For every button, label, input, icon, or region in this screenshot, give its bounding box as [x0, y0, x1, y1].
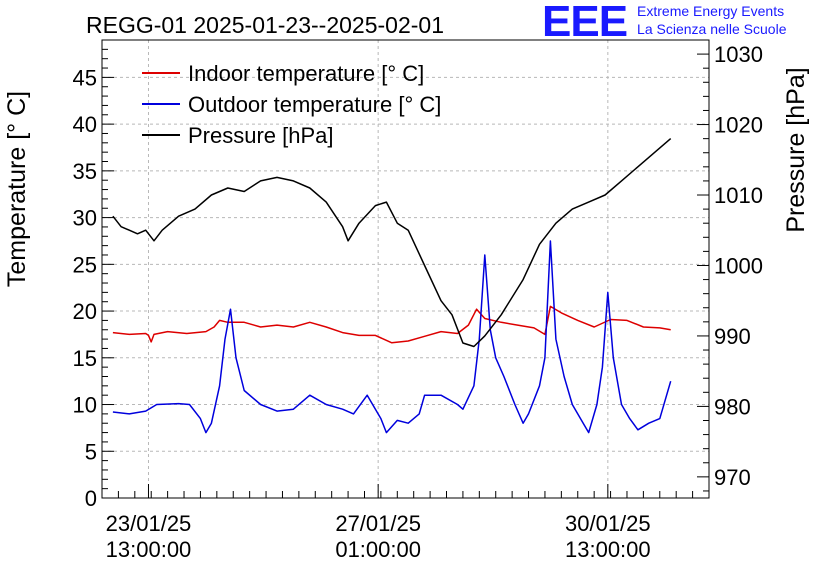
- branding-line-1: Extreme Energy Events: [637, 3, 785, 19]
- y-axis-label: Temperature [° C]: [3, 91, 31, 287]
- branding-text: Extreme Energy Events La Scienza nelle S…: [637, 2, 786, 38]
- y-tick-label: 40: [73, 112, 97, 137]
- x-tick-label-time: 13:00:00: [565, 537, 651, 562]
- legend-label-1: Indoor temperature [° C]: [188, 61, 424, 86]
- y2-tick-label: 970: [714, 465, 751, 490]
- y-tick-label: 25: [73, 252, 97, 277]
- x-tick-label-time: 01:00:00: [335, 537, 421, 562]
- y-tick-label: 10: [73, 393, 97, 418]
- legend-label-3: Pressure [hPa]: [188, 123, 334, 148]
- x-tick-label-date: 30/01/25: [565, 511, 651, 536]
- series-line-1: [112, 305, 671, 344]
- x-tick-label-date: 27/01/25: [335, 511, 421, 536]
- y-tick-label: 35: [73, 159, 97, 184]
- series-line-2: [112, 240, 672, 434]
- y-tick-label: 5: [85, 439, 97, 464]
- y-tick-label: 30: [73, 206, 97, 231]
- legend-label-2: Outdoor temperature [° C]: [188, 92, 441, 117]
- y2-tick-label: 990: [714, 324, 751, 349]
- y-tick-label: 20: [73, 299, 97, 324]
- grid-lines: [102, 40, 709, 498]
- axes-layer: 0 5 10 15 20 25 30 35 40 45 970 980 990 1000 1010 1020 1…: [73, 39, 763, 562]
- plot-frame: [101, 39, 710, 499]
- x-tick-label-time: 13:00:00: [106, 537, 192, 562]
- y2-tick-label: 1000: [714, 253, 763, 278]
- chart-title: REGG-01 2025-01-23--2025-02-01: [86, 12, 444, 38]
- series-line-3: [112, 138, 672, 348]
- x-tick-label-date: 23/01/25: [106, 511, 192, 536]
- y-tick-label: 45: [73, 65, 97, 90]
- eee-logo: EEE: [542, 0, 628, 46]
- y-tick-label: 15: [73, 346, 97, 371]
- series-layer: [112, 138, 672, 434]
- branding-line-2: La Scienza nelle Scuole: [637, 21, 787, 37]
- y2-tick-label: 1010: [714, 183, 763, 208]
- y2-tick-label: 980: [714, 394, 751, 419]
- y2-axis-label: Pressure [hPa]: [782, 67, 810, 232]
- y-tick-label: 0: [85, 486, 97, 511]
- eee-branding: EEE Extreme Energy Events La Scienza nel…: [542, 0, 786, 46]
- legend: Indoor temperature [° C] Outdoor temperat…: [142, 61, 441, 148]
- y2-tick-label: 1020: [714, 113, 763, 138]
- y2-tick-label: 1030: [714, 42, 763, 67]
